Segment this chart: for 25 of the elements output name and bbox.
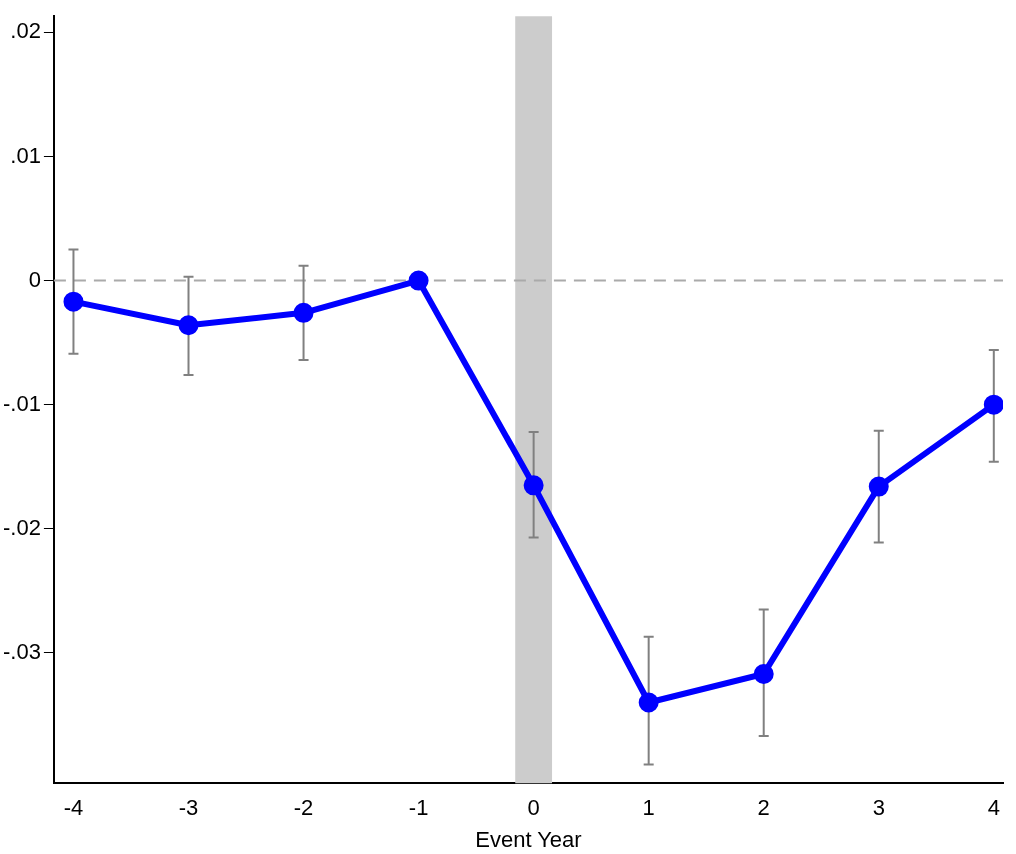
y-tick-label: -.03 xyxy=(2,638,41,664)
point xyxy=(178,315,199,336)
x-tick-label: -3 xyxy=(178,795,199,821)
x-tick-label: 2 xyxy=(757,795,770,821)
point xyxy=(408,270,429,291)
point xyxy=(293,302,314,323)
point xyxy=(638,692,659,713)
x-tick-label: 3 xyxy=(872,795,885,821)
point xyxy=(983,394,1003,415)
y-tick-label: 0 xyxy=(28,266,41,292)
y-tick-label: -.01 xyxy=(2,390,41,416)
y-tick-label: -.02 xyxy=(2,514,41,540)
x-axis-title: Event Year xyxy=(475,826,582,852)
point xyxy=(868,476,889,497)
point xyxy=(523,475,544,496)
x-tick-label: 1 xyxy=(642,795,655,821)
y-tick-label: .01 xyxy=(10,142,41,168)
x-tick-label: 4 xyxy=(987,795,1000,821)
x-tick-label: -4 xyxy=(63,795,84,821)
point xyxy=(753,663,774,684)
x-tick-label: 0 xyxy=(527,795,540,821)
x-tick-label: -1 xyxy=(408,795,429,821)
point xyxy=(63,291,84,312)
x-tick-label: -2 xyxy=(293,795,314,821)
y-tick-label: .02 xyxy=(10,18,41,44)
